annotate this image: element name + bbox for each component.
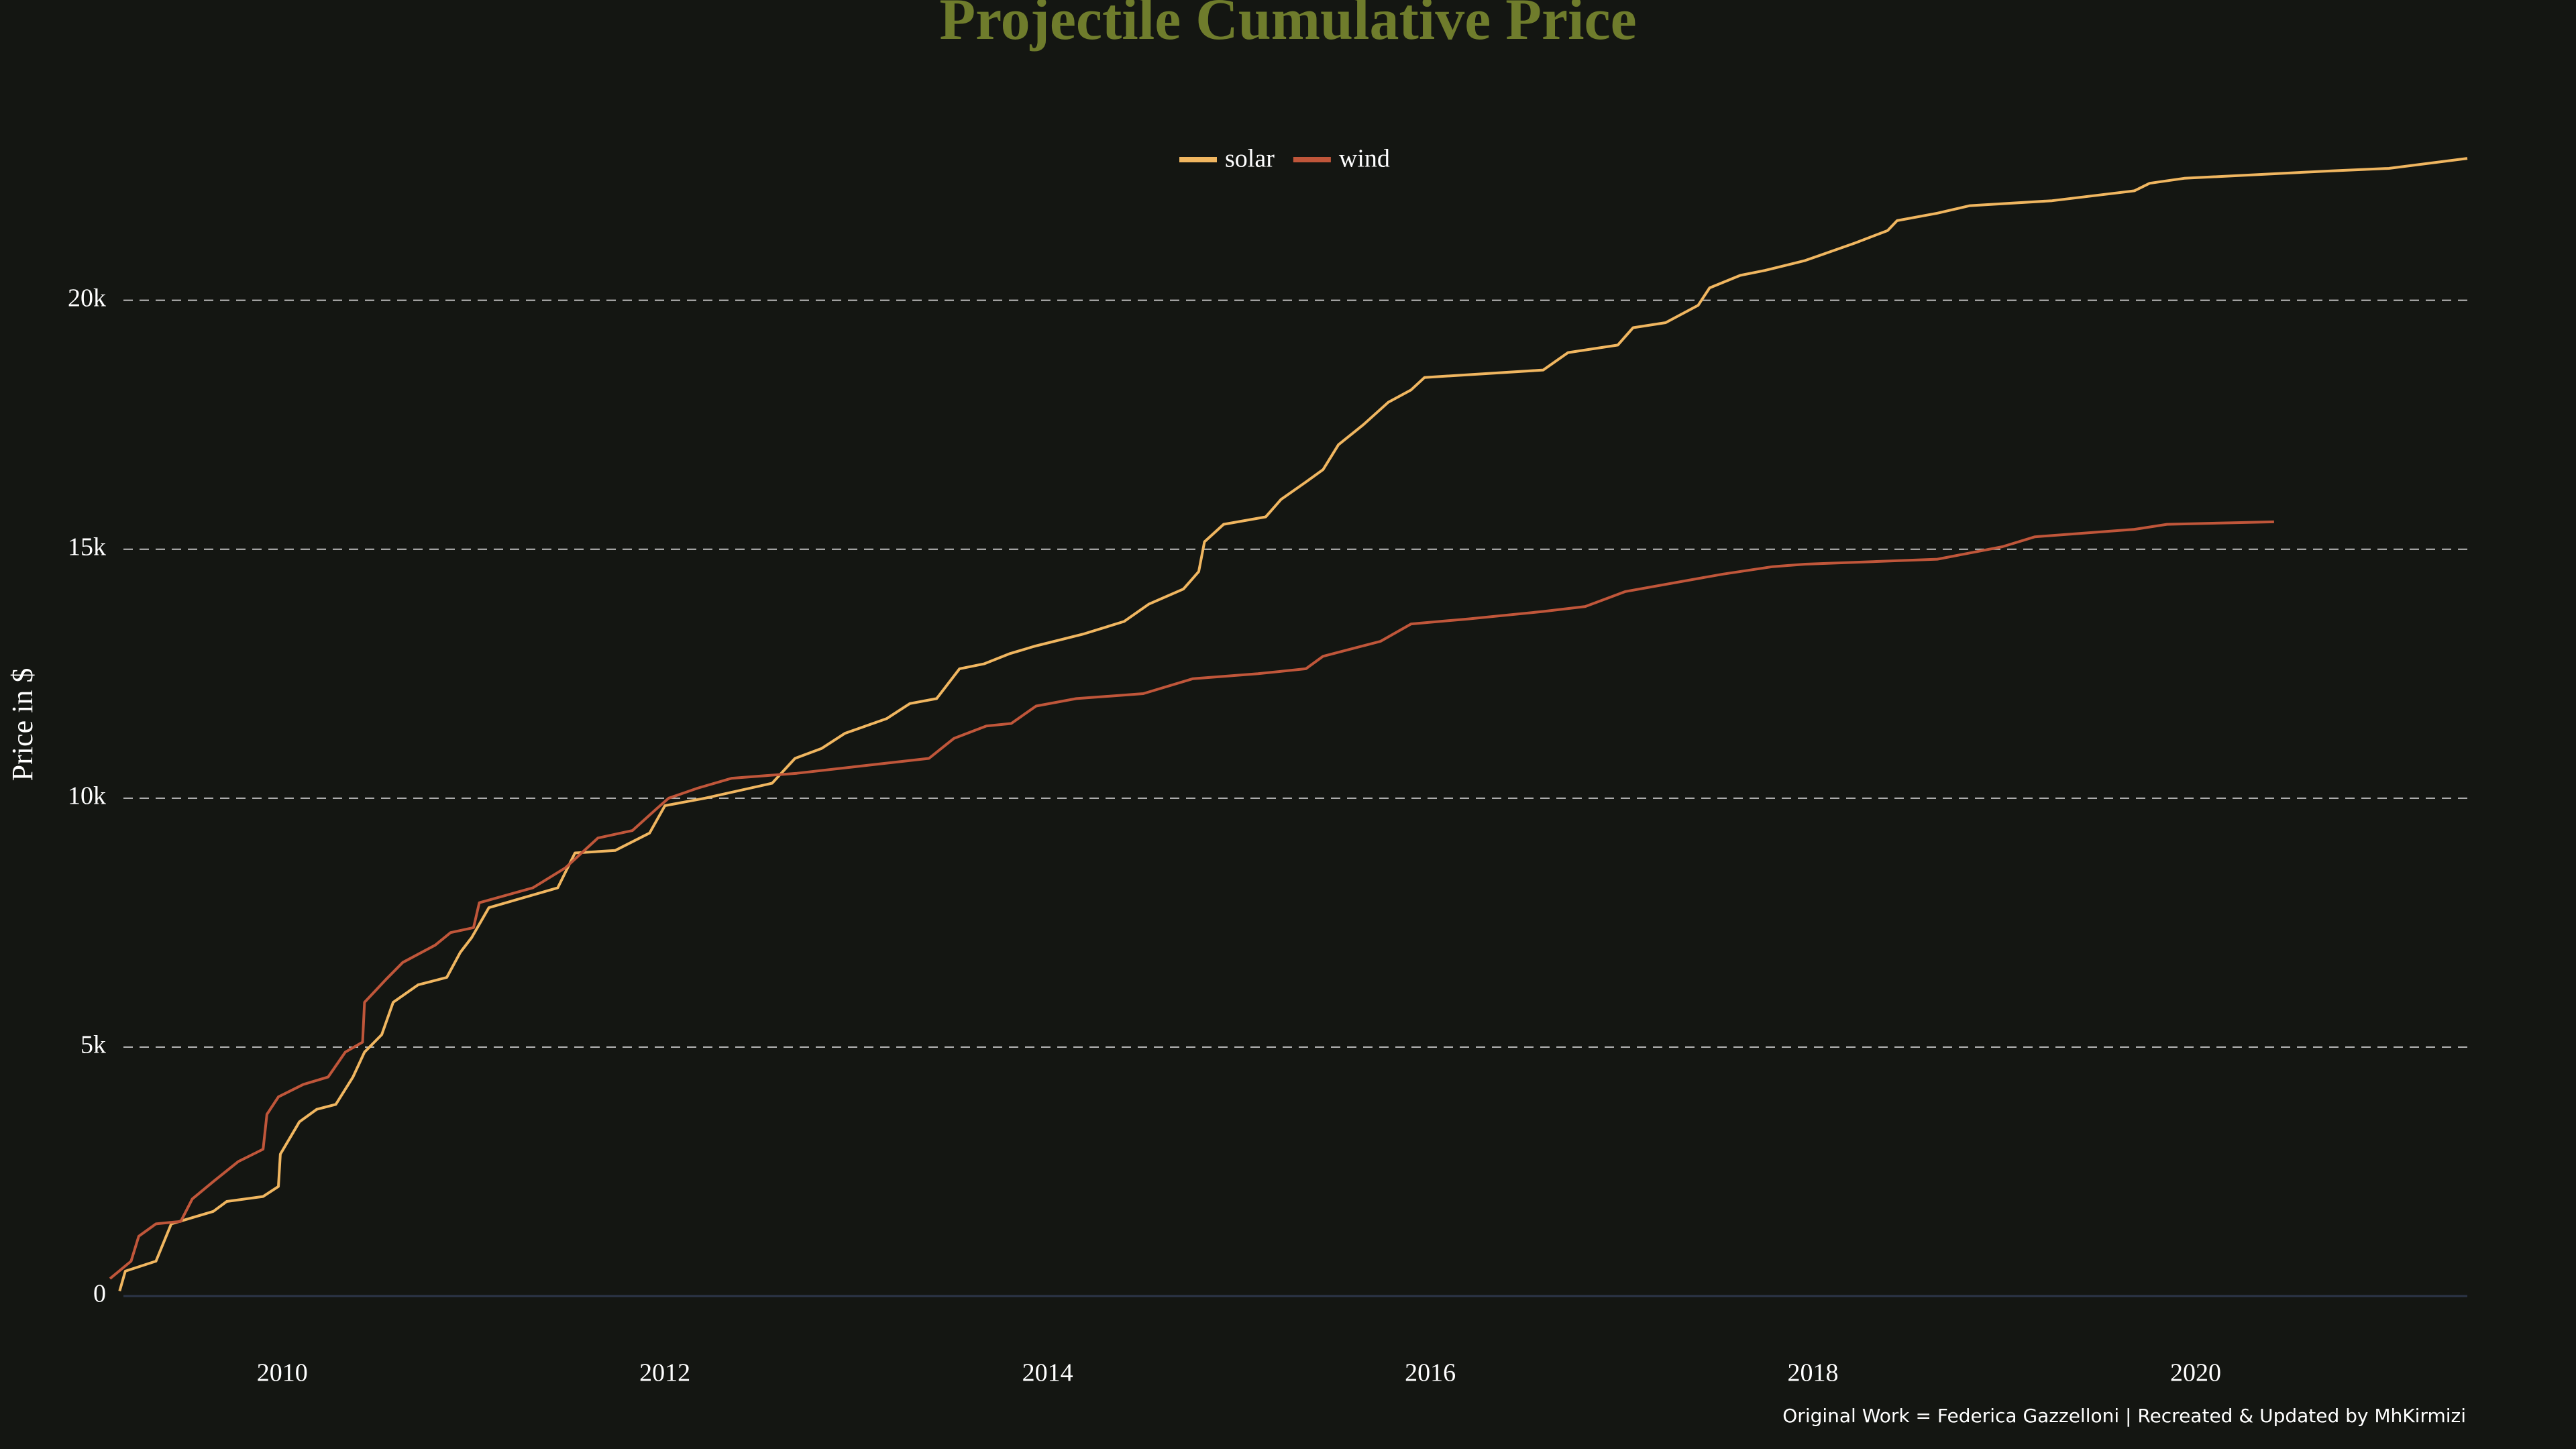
x-tick-label: 2020 [2170, 1359, 2221, 1387]
y-tick-label: 20k [68, 284, 106, 312]
x-tick-label: 2018 [1788, 1359, 1839, 1387]
y-tick-label: 10k [68, 782, 106, 810]
x-tick-label: 2010 [257, 1359, 308, 1387]
chart-title: Projectile Cumulative Price [939, 0, 1636, 52]
x-tick-label: 2014 [1022, 1359, 1073, 1387]
series-line [118, 157, 2468, 1292]
legend-label: solar [1225, 145, 1275, 173]
legend-label: wind [1339, 145, 1390, 173]
caption: Original Work = Federica Gazzelloni | Re… [1782, 1405, 2466, 1427]
series-line [109, 520, 2274, 1280]
x-tick-label: 2012 [639, 1359, 690, 1387]
y-tick-label: 15k [68, 533, 106, 561]
x-tick-label: 2016 [1405, 1359, 1456, 1387]
y-axis-title: Price in $ [6, 668, 39, 782]
y-tick-label: 0 [93, 1280, 106, 1308]
y-tick-label: 5k [80, 1031, 106, 1059]
